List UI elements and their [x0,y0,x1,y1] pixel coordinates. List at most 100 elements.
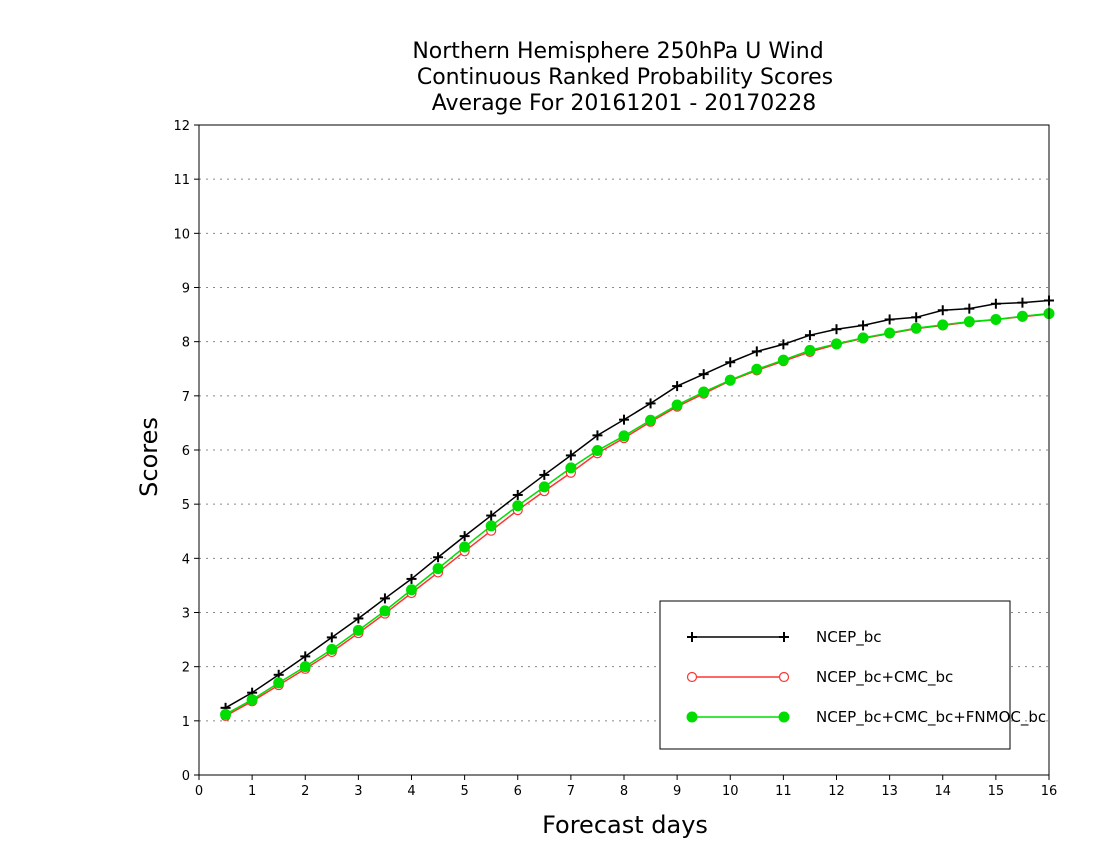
series-1-point [778,339,789,350]
series-3-point [937,319,949,331]
series-3-point [273,677,285,689]
series-1-point [672,381,683,392]
x-tick-label: 6 [514,784,522,799]
series-1-point [459,531,470,542]
y-tick-label: 7 [182,390,190,405]
series-3-point [910,322,922,334]
y-tick-label: 2 [182,661,190,676]
x-tick-label: 12 [828,784,845,799]
y-tick-label: 9 [182,282,190,297]
y-tick-label: 3 [182,607,190,622]
x-tick-label: 9 [673,784,681,799]
legend-box [659,600,1011,750]
series-1-point [884,314,895,325]
series-3-point [299,661,311,673]
series-1-point [911,312,922,323]
legend-item: NCEP_bc+CMC_bc [686,668,953,687]
series-1-point [937,305,948,316]
series-1-point [751,346,762,357]
series-3-point [220,708,232,720]
chart-title: Northern Hemisphere 250hPa U Wind Contin… [412,39,833,116]
series-lines [220,295,1055,722]
series-3-point [512,500,524,512]
series-3-point [432,563,444,575]
legend: NCEP_bc NCEP_bc+CMC_bc NCEP_bc+CMC_bc+FNMO… [659,600,1046,750]
series-3-point [698,386,710,398]
x-tick-label: 8 [620,784,628,799]
series-1-point [990,298,1001,309]
x-tick-label: 11 [775,784,792,799]
series-3-point [406,584,417,596]
series-1 [220,295,1054,713]
y-tick-label: 5 [182,498,190,513]
series-1-point [858,320,869,331]
series-3-point [777,354,789,366]
chart-title-line-1: Northern Hemisphere 250hPa U Wind [412,39,823,64]
series-1-point [326,632,337,643]
x-tick-label: 4 [407,784,415,799]
y-tick-label: 8 [182,336,190,351]
series-1-point [831,324,842,335]
series-1-point [539,469,550,480]
legend-item: NCEP_bc+CMC_bc+FNMOC_bc [686,708,1046,727]
series-1-point [379,593,390,604]
series-3-point [459,541,471,553]
series-3-point [671,399,683,411]
chart-title-line-2: Continuous Ranked Probability Scores [417,65,833,90]
legend-label: NCEP_bc+CMC_bc+FNMOC_bc [816,708,1046,727]
legend-label: NCEP_bc+CMC_bc [816,668,953,687]
x-tick-label: 10 [722,784,739,799]
x-tick-label: 5 [460,784,468,799]
series-1-point [300,651,311,662]
series-3-point [379,605,391,617]
series-1-point [353,613,364,624]
legend-label: NCEP_bc [816,628,882,647]
legend-marker-point [778,711,790,723]
legend-marker-point [687,632,697,642]
series-3-point [618,430,630,442]
x-tick-label: 7 [567,784,575,799]
legend-item: NCEP_bc [687,628,882,647]
legend-marker-point [778,671,790,683]
x-tick-label: 0 [195,784,203,799]
y-tick-label: 0 [182,769,190,784]
y-tick-label: 10 [173,227,190,242]
plot-frame [198,124,1050,776]
x-tick-label: 3 [354,784,362,799]
y-tick-label: 1 [182,715,190,730]
legend-marker-point [686,711,698,723]
series-3-point [1016,310,1028,322]
series-3-point [804,344,816,356]
y-tick-label: 12 [173,119,190,134]
series-1-point [619,414,629,425]
series-1-point [1017,297,1028,308]
series-1-point [964,303,975,314]
series-3-point [831,338,842,350]
x-axis-ticks: 0 1 2 3 4 5 6 7 8 9 10 11 12 13 14 15 16 [195,775,1057,799]
series-3-point [963,316,975,328]
x-tick-label: 15 [988,784,1005,799]
y-tick-label: 11 [173,173,190,188]
x-axis-label: Forecast days [542,811,708,839]
series-3 [220,308,1055,720]
series-1-point [804,330,815,341]
series-3-point [246,694,258,706]
series-1-point [725,357,736,368]
series-3-point [857,332,869,344]
series-1-point [698,369,709,380]
series-3-point [645,414,657,426]
series-1-point [565,450,576,461]
series-3-point [591,445,603,457]
legend-marker-point [779,632,789,642]
series-3-point [884,327,896,339]
series-3-point [751,363,763,375]
series-3-point [326,643,338,655]
chart-title-line-3: Average For 20161201 - 20170228 [432,91,817,116]
series-3-point [724,374,736,386]
x-tick-label: 16 [1041,784,1058,799]
x-tick-label: 2 [301,784,309,799]
x-tick-label: 13 [881,784,898,799]
y-tick-label: 4 [182,552,190,567]
series-1-point [592,430,603,441]
series-3-point [565,462,577,474]
